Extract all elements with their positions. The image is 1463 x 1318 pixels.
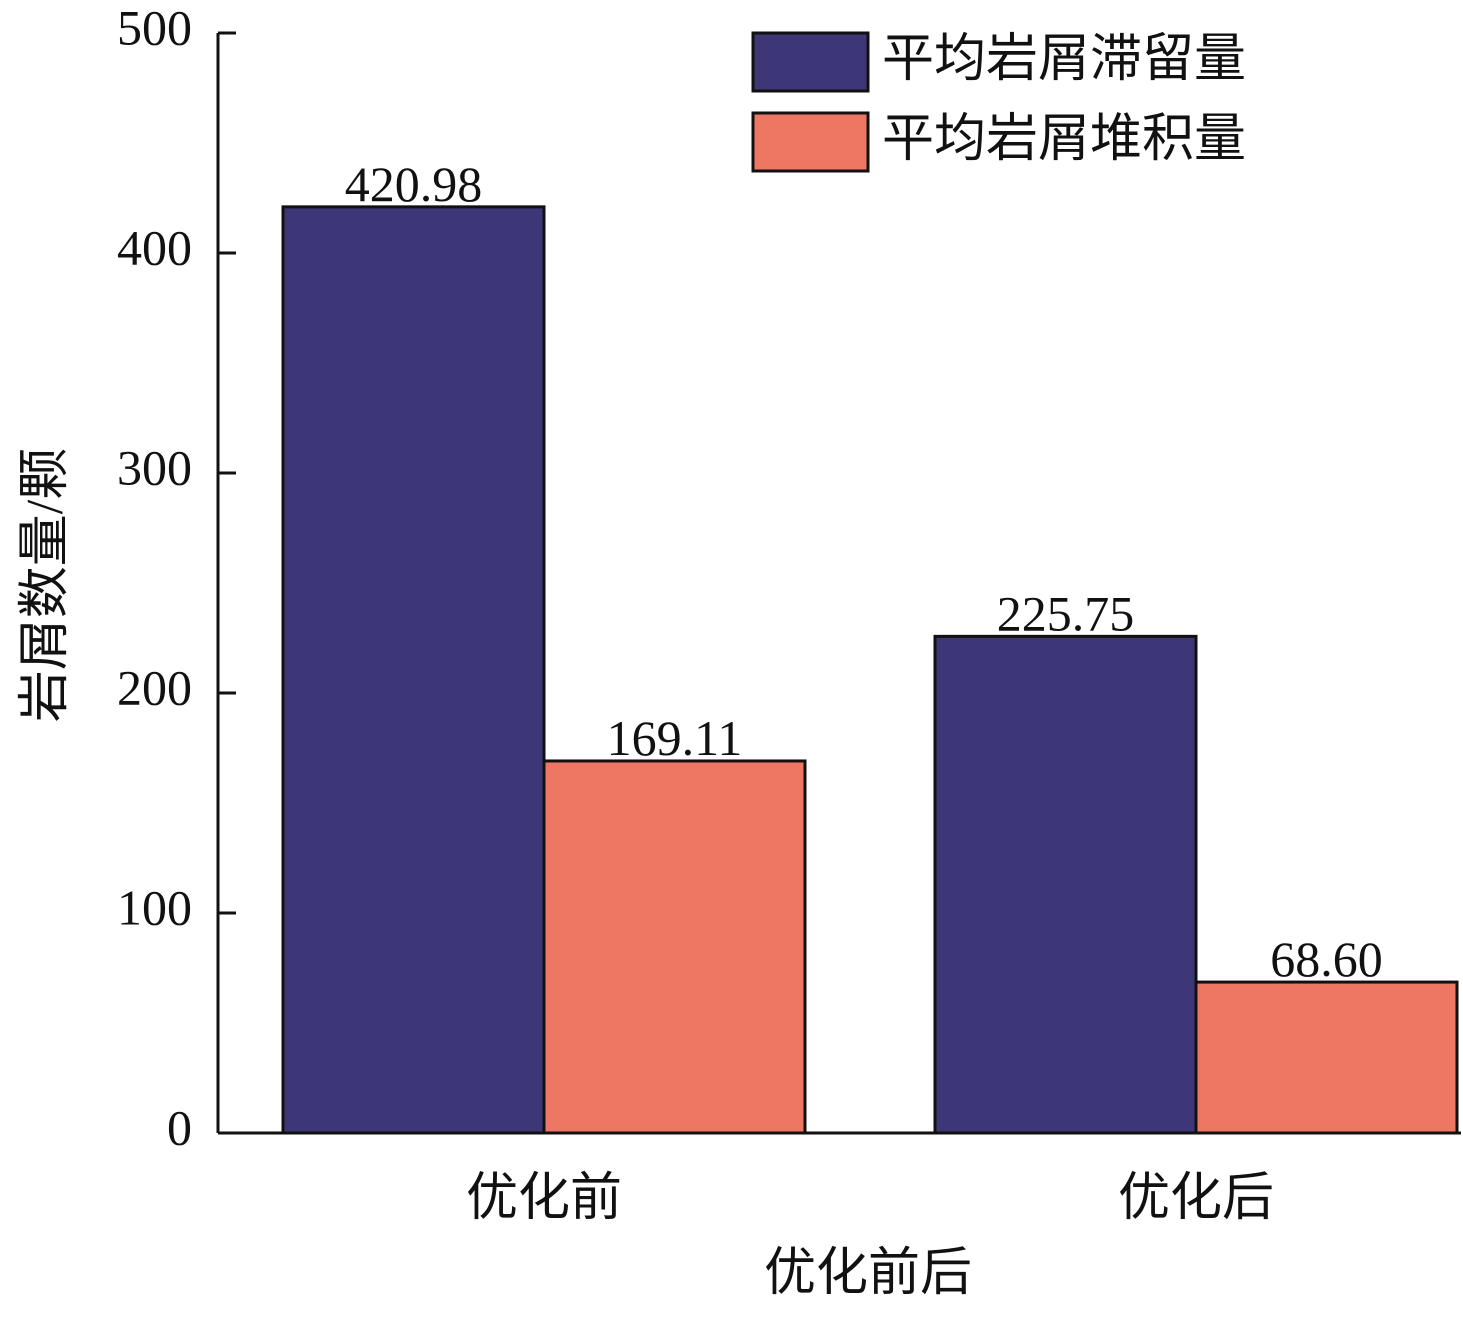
y-tick-label: 300 bbox=[117, 439, 192, 495]
y-tick-label: 400 bbox=[117, 219, 192, 275]
y-axis-title: 岩屑数量/颗 bbox=[17, 448, 74, 722]
legend-swatch bbox=[751, 111, 870, 173]
value-label: 68.60 bbox=[1270, 931, 1383, 987]
bar bbox=[933, 634, 1198, 1135]
y-tick-label: 0 bbox=[167, 1099, 192, 1155]
value-label: 420.98 bbox=[345, 156, 483, 212]
legend-swatch bbox=[751, 31, 870, 93]
y-tick-label: 100 bbox=[117, 879, 192, 935]
legend-label: 平均岩屑滞留量 bbox=[882, 31, 1246, 88]
bar bbox=[1194, 980, 1459, 1135]
x-tick-label: 优化后 bbox=[1118, 1170, 1274, 1227]
legend-label: 平均岩屑堆积量 bbox=[882, 111, 1246, 168]
y-tick-label: 500 bbox=[117, 0, 192, 55]
x-axis-title: 优化前后 bbox=[764, 1245, 972, 1302]
x-tick-label: 优化前 bbox=[466, 1170, 622, 1227]
y-tick-label: 200 bbox=[117, 659, 192, 715]
value-label: 225.75 bbox=[997, 585, 1135, 641]
bar bbox=[281, 205, 546, 1135]
bar bbox=[542, 759, 807, 1135]
value-label: 169.11 bbox=[607, 710, 743, 766]
